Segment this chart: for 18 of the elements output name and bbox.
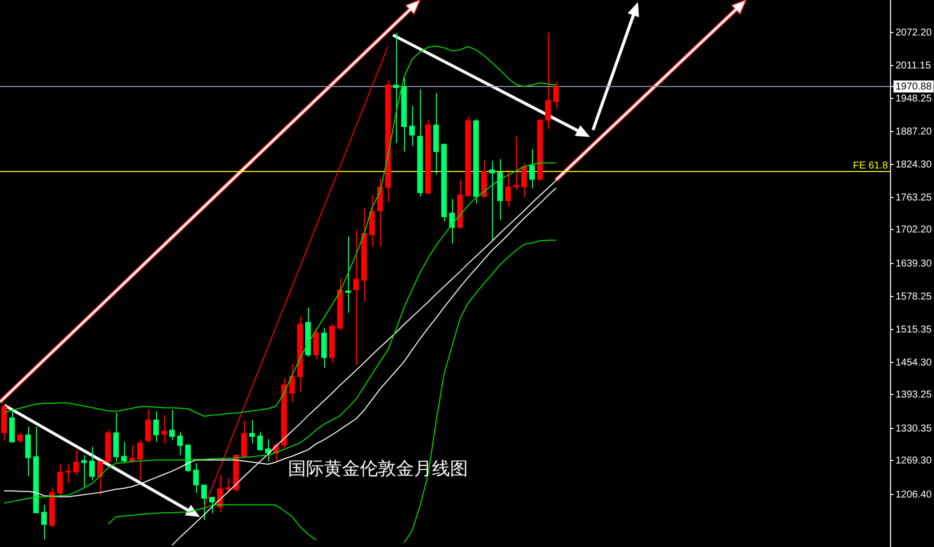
ref-line-label: FE 61.8 xyxy=(852,160,888,172)
y-tick-label: 1206.40 xyxy=(896,489,932,500)
y-tick-label: 2011.15 xyxy=(896,60,932,72)
y-tick-label: 1269.30 xyxy=(896,455,932,466)
y-tick-label: 1948.25 xyxy=(896,93,932,104)
y-tick-label: 1887.20 xyxy=(896,126,932,138)
y-tick-label: 1515.35 xyxy=(896,324,932,336)
y-tick-label: 1578.25 xyxy=(896,291,932,302)
text: 国际黄金伦敦金月线图 xyxy=(288,458,468,480)
y-tick-label: 2072.20 xyxy=(896,27,932,38)
y-tick-label: 1454.30 xyxy=(896,357,932,368)
y-tick-label: 1702.20 xyxy=(896,224,932,236)
y-tick-label: 1330.35 xyxy=(896,423,932,434)
y-tick-label: 1970.88 xyxy=(896,81,932,92)
y-tick-label: 1824.30 xyxy=(896,159,932,170)
y-tick-label: 1393.25 xyxy=(896,389,932,400)
y-tick-label: 1763.25 xyxy=(896,192,932,204)
y-tick-label: 1639.30 xyxy=(896,258,932,270)
